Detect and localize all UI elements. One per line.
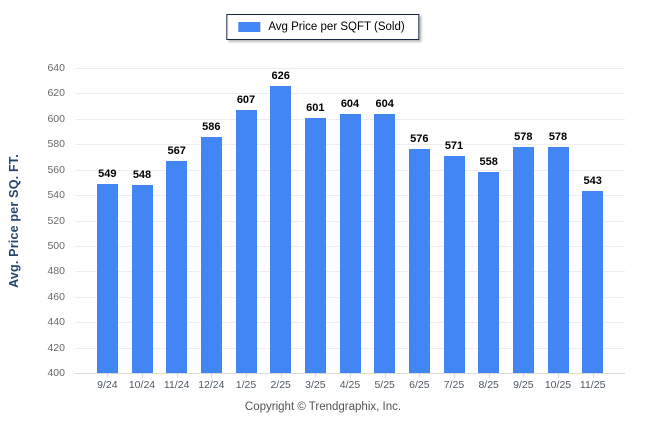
bar-value-label: 571 <box>444 139 464 152</box>
x-tick-label: 5/25 <box>374 379 395 391</box>
axis-tick <box>176 374 178 378</box>
x-tick-label: 3/25 <box>305 379 326 391</box>
bar-value-label: 607 <box>236 93 256 106</box>
bar <box>582 191 604 373</box>
bar-value-label: 543 <box>583 175 602 188</box>
bar <box>235 109 257 373</box>
legend-swatch-icon <box>238 22 261 32</box>
bar-value-label: 586 <box>202 120 221 133</box>
axis-tick <box>107 374 109 378</box>
axis-tick <box>558 374 559 378</box>
axis-tick <box>315 374 317 378</box>
x-tick-label: 6/25 <box>409 379 430 391</box>
bar <box>200 136 222 373</box>
plot-area: 549 548 567 586 607 626 601 604 604 576 571 558 578 5… <box>75 68 625 378</box>
bar-value-label: 576 <box>410 133 429 146</box>
bar <box>270 85 292 373</box>
bar-value-label: 626 <box>271 69 290 82</box>
bar-value-label: 548 <box>132 168 152 181</box>
bar-value-label: 578 <box>514 130 533 143</box>
axis-tick <box>488 374 490 378</box>
axis-tick <box>384 374 386 378</box>
y-tick-label: 600 <box>47 112 65 125</box>
y-tick-label: 420 <box>47 341 65 354</box>
bar <box>547 146 569 373</box>
bar <box>96 183 118 373</box>
axis-tick <box>246 374 247 378</box>
axis-tick <box>142 374 143 378</box>
y-tick-label: 580 <box>47 138 65 151</box>
axis-tick <box>523 374 525 378</box>
y-tick-label: 500 <box>47 239 65 252</box>
axis-tick <box>211 374 213 378</box>
axis-tick <box>419 374 421 378</box>
bar <box>478 172 500 373</box>
bar-value-label: 578 <box>548 130 568 143</box>
bar <box>131 184 153 373</box>
x-tick-label: 9/24 <box>97 379 118 391</box>
bar <box>304 117 326 373</box>
axis-tick <box>454 374 455 378</box>
axis-tick <box>592 374 594 378</box>
gridline <box>75 93 625 95</box>
y-tick-label: 540 <box>47 189 65 202</box>
bar <box>443 155 465 373</box>
y-tick-label: 440 <box>47 316 65 329</box>
y-tick-label: 640 <box>47 62 65 74</box>
y-tick-label: 400 <box>47 367 65 379</box>
x-tick-label: 11/25 <box>579 379 606 391</box>
bar <box>408 149 430 373</box>
legend: Avg Price per SQFT (Sold) <box>226 14 420 40</box>
x-tick-label: 7/25 <box>443 379 465 391</box>
x-tick-label: 12/24 <box>198 379 225 391</box>
bar-value-label: 604 <box>375 97 394 110</box>
legend-label: Avg Price per SQFT (Sold) <box>268 21 405 33</box>
x-tick-label: 1/25 <box>235 379 257 391</box>
x-axis-line <box>75 373 625 374</box>
y-axis-title: Avg. Price per SQ. FT. <box>7 154 21 288</box>
y-tick-label: 480 <box>47 265 65 278</box>
bar-value-label: 549 <box>98 167 117 180</box>
bar-value-label: 601 <box>306 101 325 114</box>
y-tick-label: 560 <box>47 163 65 176</box>
y-tick-label: 460 <box>47 290 65 303</box>
bar <box>374 113 396 373</box>
bar <box>339 113 361 373</box>
bar-value-label: 558 <box>479 156 498 169</box>
x-tick-label: 10/24 <box>128 379 156 391</box>
x-tick-label: 8/25 <box>478 379 499 391</box>
x-tick-label: 2/25 <box>270 379 291 391</box>
axis-tick <box>350 374 351 378</box>
y-tick-label: 520 <box>47 214 65 227</box>
bar <box>512 146 534 373</box>
x-tick-label: 9/25 <box>513 379 534 391</box>
bar <box>166 160 188 373</box>
bar-value-label: 567 <box>167 144 186 157</box>
y-tick-label: 620 <box>47 87 65 100</box>
x-tick-label: 11/24 <box>163 379 190 391</box>
copyright-text: Copyright © Trendgraphix, Inc. <box>244 401 402 413</box>
axis-tick <box>280 374 282 378</box>
gridline <box>75 68 625 69</box>
x-tick-label: 10/25 <box>544 379 572 391</box>
bar-value-label: 604 <box>340 97 360 110</box>
x-tick-label: 4/25 <box>339 379 361 391</box>
